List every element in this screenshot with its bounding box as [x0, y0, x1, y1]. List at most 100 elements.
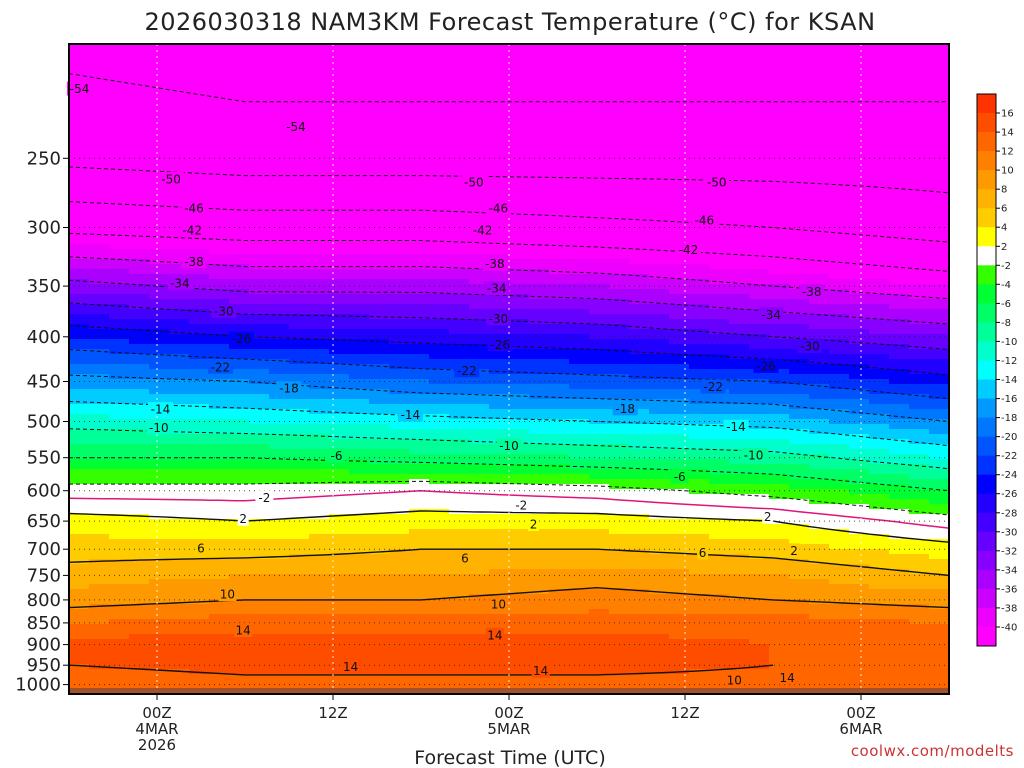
heatmap-cell — [289, 339, 310, 345]
heatmap-cell — [249, 194, 270, 200]
heatmap-cell — [309, 109, 330, 115]
heatmap-cell — [749, 579, 770, 585]
heatmap-cell — [389, 274, 410, 280]
heatmap-cell — [749, 109, 770, 115]
heatmap-cell — [329, 534, 350, 540]
heatmap-cell — [349, 399, 370, 405]
heatmap-cell — [369, 329, 390, 335]
heatmap-cell — [769, 154, 790, 160]
heatmap-cell — [449, 494, 470, 500]
heatmap-cell — [109, 119, 130, 125]
heatmap-cell — [149, 214, 170, 220]
heatmap-cell — [369, 249, 390, 255]
heatmap-cell — [369, 49, 390, 55]
heatmap-cell — [669, 429, 690, 435]
heatmap-cell — [209, 114, 230, 120]
heatmap-cell — [569, 349, 590, 355]
heatmap-cell — [469, 489, 490, 495]
heatmap-cell — [789, 394, 810, 400]
heatmap-cell — [309, 519, 330, 525]
heatmap-cell — [329, 124, 350, 130]
heatmap-cell — [109, 679, 130, 685]
heatmap-cell — [549, 429, 570, 435]
heatmap-cell — [649, 179, 670, 185]
heatmap-cell — [309, 139, 330, 145]
heatmap-cell — [669, 549, 690, 555]
heatmap-cell — [769, 89, 790, 95]
heatmap-cell — [569, 669, 590, 675]
heatmap-cell — [309, 374, 330, 380]
heatmap-cell — [449, 584, 470, 590]
heatmap-cell — [749, 544, 770, 550]
heatmap-cell — [409, 204, 430, 210]
heatmap-cell — [409, 184, 430, 190]
heatmap-cell — [549, 209, 570, 215]
heatmap-cell — [549, 279, 570, 285]
heatmap-cell — [109, 364, 130, 370]
heatmap-cell — [369, 639, 390, 645]
heatmap-cell — [389, 349, 410, 355]
heatmap-cell — [429, 119, 450, 125]
heatmap-cell — [169, 639, 190, 645]
heatmap-cell — [449, 154, 470, 160]
heatmap-cell — [109, 54, 130, 60]
heatmap-cell — [729, 319, 750, 325]
heatmap-cell — [669, 619, 690, 625]
heatmap-cell — [509, 304, 530, 310]
heatmap-cell — [129, 124, 150, 130]
heatmap-cell — [289, 259, 310, 265]
heatmap-cell — [629, 84, 650, 90]
heatmap-cell — [169, 644, 190, 650]
heatmap-cell — [169, 369, 190, 375]
heatmap-cell — [589, 74, 610, 80]
heatmap-cell — [649, 614, 670, 620]
heatmap-cell — [669, 389, 690, 395]
heatmap-cell — [569, 194, 590, 200]
heatmap-cell — [289, 634, 310, 640]
heatmap-cell — [669, 114, 690, 120]
heatmap-cell — [789, 364, 810, 370]
heatmap-cell — [229, 564, 250, 570]
heatmap-cell — [509, 324, 530, 330]
heatmap-cell — [449, 149, 470, 155]
heatmap-cell — [89, 314, 110, 320]
heatmap-cell — [709, 479, 730, 485]
heatmap-cell — [769, 384, 790, 390]
heatmap-cell — [469, 129, 490, 135]
heatmap-cell — [249, 164, 270, 170]
heatmap-cell — [209, 229, 230, 235]
heatmap-cell — [749, 179, 770, 185]
heatmap-cell — [149, 624, 170, 630]
heatmap-cell — [669, 194, 690, 200]
heatmap-cell — [489, 644, 510, 650]
heatmap-cell — [709, 614, 730, 620]
heatmap-cell — [169, 529, 190, 535]
heatmap-cell — [549, 234, 570, 240]
heatmap-cell — [209, 569, 230, 575]
heatmap-cell — [549, 624, 570, 630]
heatmap-cell — [429, 84, 450, 90]
heatmap-cell — [249, 584, 270, 590]
heatmap-cell — [149, 304, 170, 310]
heatmap-cell — [589, 339, 610, 345]
heatmap-cell — [529, 629, 550, 635]
heatmap-cell — [229, 454, 250, 460]
heatmap-cell — [329, 469, 350, 475]
heatmap-cell — [469, 339, 490, 345]
heatmap-cell — [769, 304, 790, 310]
heatmap-cell — [69, 619, 90, 625]
heatmap-cell — [509, 69, 530, 75]
heatmap-cell — [269, 529, 290, 535]
heatmap-cell — [529, 134, 550, 140]
heatmap-cell — [149, 84, 170, 90]
heatmap-cell — [709, 264, 730, 270]
heatmap-cell — [569, 394, 590, 400]
heatmap-cell — [669, 94, 690, 100]
heatmap-cell — [709, 189, 730, 195]
heatmap-cell — [429, 389, 450, 395]
heatmap-cell — [709, 584, 730, 590]
heatmap-cell — [789, 204, 810, 210]
heatmap-cell — [649, 44, 670, 50]
heatmap-cell — [809, 594, 830, 600]
heatmap-cell — [169, 314, 190, 320]
